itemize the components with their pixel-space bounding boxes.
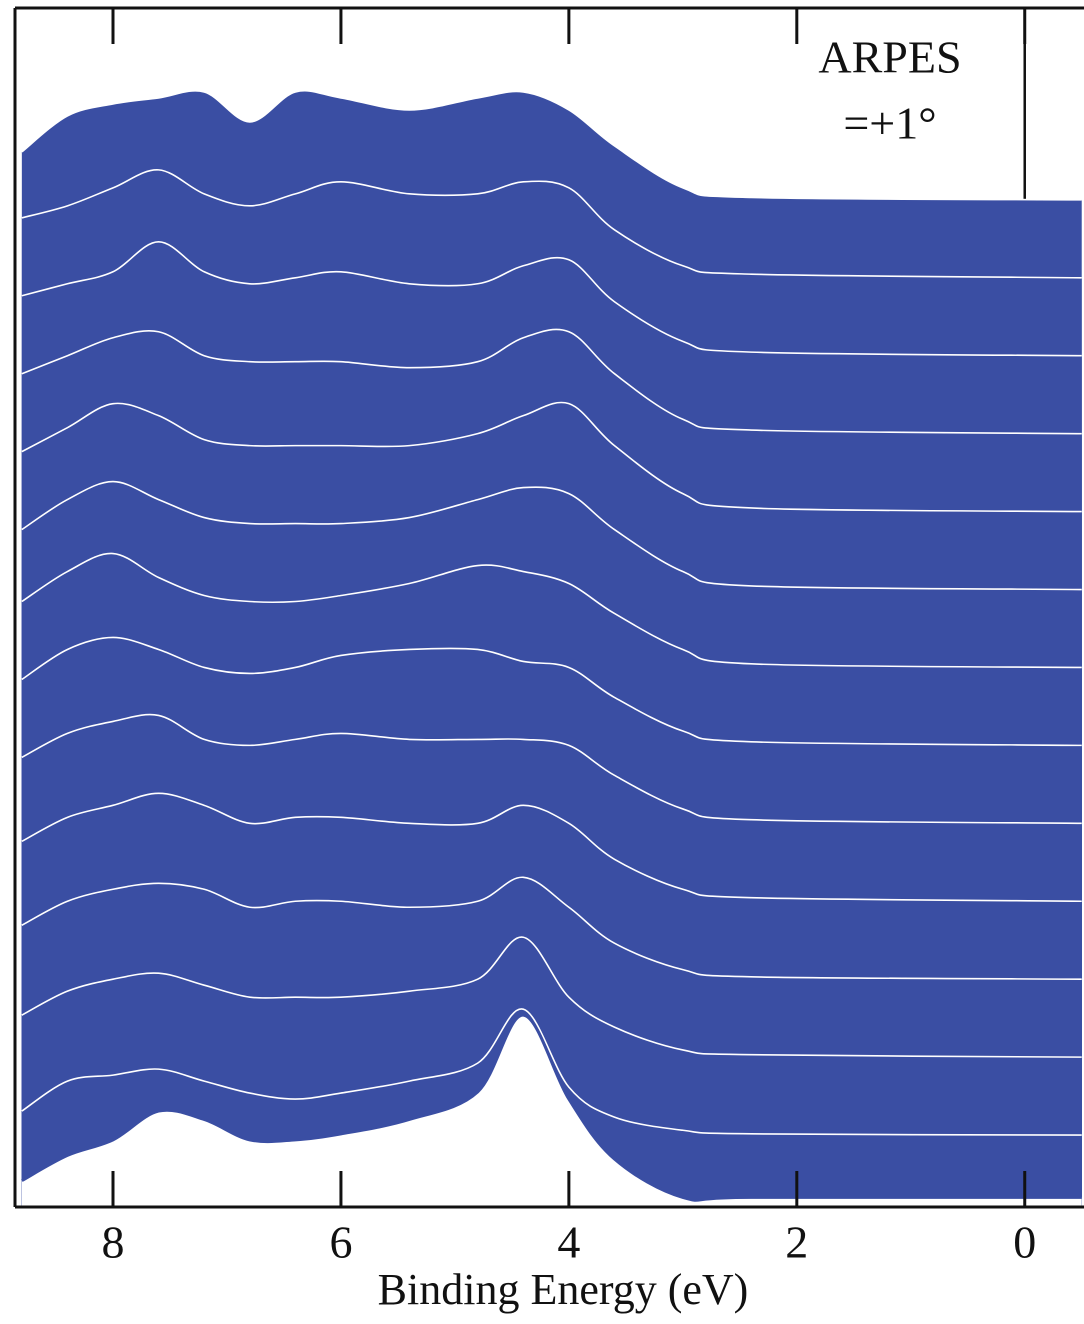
x-tick-label: 8 bbox=[102, 1217, 125, 1268]
x-axis-label: Binding Energy (eV) bbox=[378, 1265, 749, 1314]
x-tick-label: 6 bbox=[329, 1217, 352, 1268]
x-tick-label: 2 bbox=[785, 1217, 808, 1268]
x-tick-label: 0 bbox=[1013, 1217, 1036, 1268]
annotation: ARPES bbox=[818, 32, 961, 83]
page: Binding Energy (eV) 86420ARPES=+1° (() =… bbox=[0, 0, 1084, 1324]
annotation: =+1° bbox=[843, 98, 936, 149]
x-tick-label: 4 bbox=[557, 1217, 580, 1268]
chart: Binding Energy (eV) 8 6 4 2 0 ARPES =+1° bbox=[0, 0, 1084, 1324]
